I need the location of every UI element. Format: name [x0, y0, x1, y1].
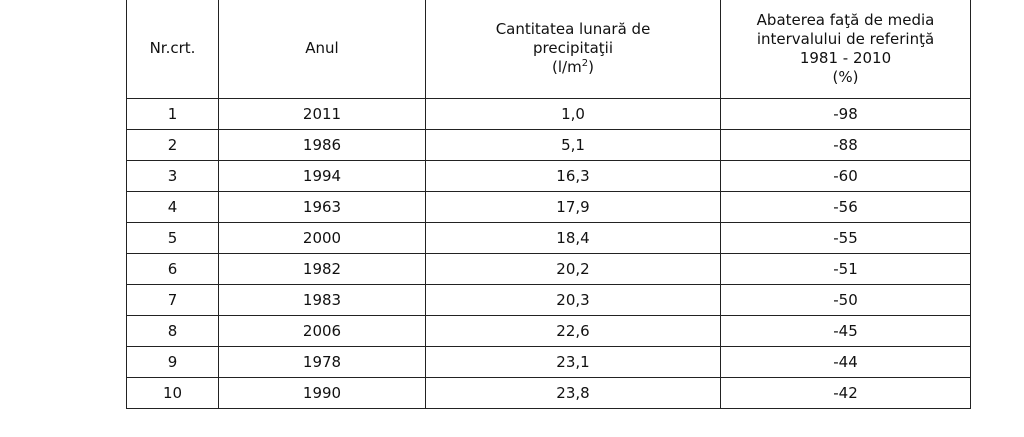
table-cell: 4	[126, 191, 219, 223]
table-cell: 5,1	[425, 129, 721, 161]
header-line: Anul	[305, 39, 339, 57]
table-cell: 5	[126, 222, 219, 254]
table-row: 8 2006 22,6 -45	[126, 315, 971, 347]
table-cell: 20,3	[425, 284, 721, 316]
table-cell: 16,3	[425, 160, 721, 192]
table-row: 10 1990 23,8 -42	[126, 377, 971, 409]
table-cell: -88	[720, 129, 971, 161]
header-cell: Anul	[218, 0, 426, 99]
table-cell: -45	[720, 315, 971, 347]
table-cell: 2000	[218, 222, 426, 254]
header-line: Nr.crt.	[149, 39, 196, 57]
table-cell: 1	[126, 98, 219, 130]
unit-suffix: )	[588, 58, 594, 76]
table-cell: 2006	[218, 315, 426, 347]
unit-superscript: 2	[581, 58, 589, 69]
table-cell: 23,8	[425, 377, 721, 409]
table-cell: 1983	[218, 284, 426, 316]
table-cell: 17,9	[425, 191, 721, 223]
table-cell: 18,4	[425, 222, 721, 254]
table-row: 9 1978 23,1 -44	[126, 346, 971, 378]
table-row: 5 2000 18,4 -55	[126, 222, 971, 254]
table-cell: -98	[720, 98, 971, 130]
table-cell: 23,1	[425, 346, 721, 378]
table-cell: 8	[126, 315, 219, 347]
header-cell: Cantitatea lunară de precipitaţii (l/m2)	[425, 0, 721, 99]
table-row: 6 1982 20,2 -51	[126, 253, 971, 285]
table-cell: 1963	[218, 191, 426, 223]
header-cell: Nr.crt.	[126, 0, 219, 99]
table-cell: 10	[126, 377, 219, 409]
header-line: Abaterea faţă de media	[756, 10, 935, 29]
table-cell: 1978	[218, 346, 426, 378]
table-row: 1 2011 1,0 -98	[126, 98, 971, 130]
table-cell: 1,0	[425, 98, 721, 130]
table-cell: -44	[720, 346, 971, 378]
table-cell: 20,2	[425, 253, 721, 285]
table-cell: 1982	[218, 253, 426, 285]
table-cell: -55	[720, 222, 971, 254]
table-cell: -60	[720, 160, 971, 192]
table-cell: 1986	[218, 129, 426, 161]
table-cell: -56	[720, 191, 971, 223]
table-cell: 1994	[218, 160, 426, 192]
table-cell: 2	[126, 129, 219, 161]
table-cell: -51	[720, 253, 971, 285]
table-cell: 22,6	[425, 315, 721, 347]
table-row: 2 1986 5,1 -88	[126, 129, 971, 161]
table-body: 1 2011 1,0 -98 2 1986 5,1 -88 3 1994 16,3 -60 4 1963 1…	[126, 98, 971, 409]
table-cell: 9	[126, 346, 219, 378]
header-unit: (l/m2)	[426, 58, 720, 77]
header-line: (%)	[832, 67, 859, 86]
table-cell: 1990	[218, 377, 426, 409]
table-cell: -50	[720, 284, 971, 316]
table-row: 7 1983 20,3 -50	[126, 284, 971, 316]
table-cell: 6	[126, 253, 219, 285]
data-table: Nr.crt. Anul Cantitatea lunară de precipita…	[126, 0, 971, 409]
header-line: Cantitatea lunară de	[495, 20, 651, 38]
table-cell: 7	[126, 284, 219, 316]
table-row: 3 1994 16,3 -60	[126, 160, 971, 192]
table-row: 4 1963 17,9 -56	[126, 191, 971, 223]
header-line: precipitaţii	[533, 39, 613, 57]
table-cell: 3	[126, 160, 219, 192]
header-line: intervalului de referinţă	[756, 29, 935, 48]
table-cell: -42	[720, 377, 971, 409]
table-cell: 2011	[218, 98, 426, 130]
unit-prefix: (l/m	[552, 58, 582, 76]
header-row: Nr.crt. Anul Cantitatea lunară de precipita…	[126, 0, 971, 99]
header-line: 1981 - 2010	[799, 48, 892, 67]
header-cell: Abaterea faţă de media intervalului de re…	[720, 0, 971, 99]
